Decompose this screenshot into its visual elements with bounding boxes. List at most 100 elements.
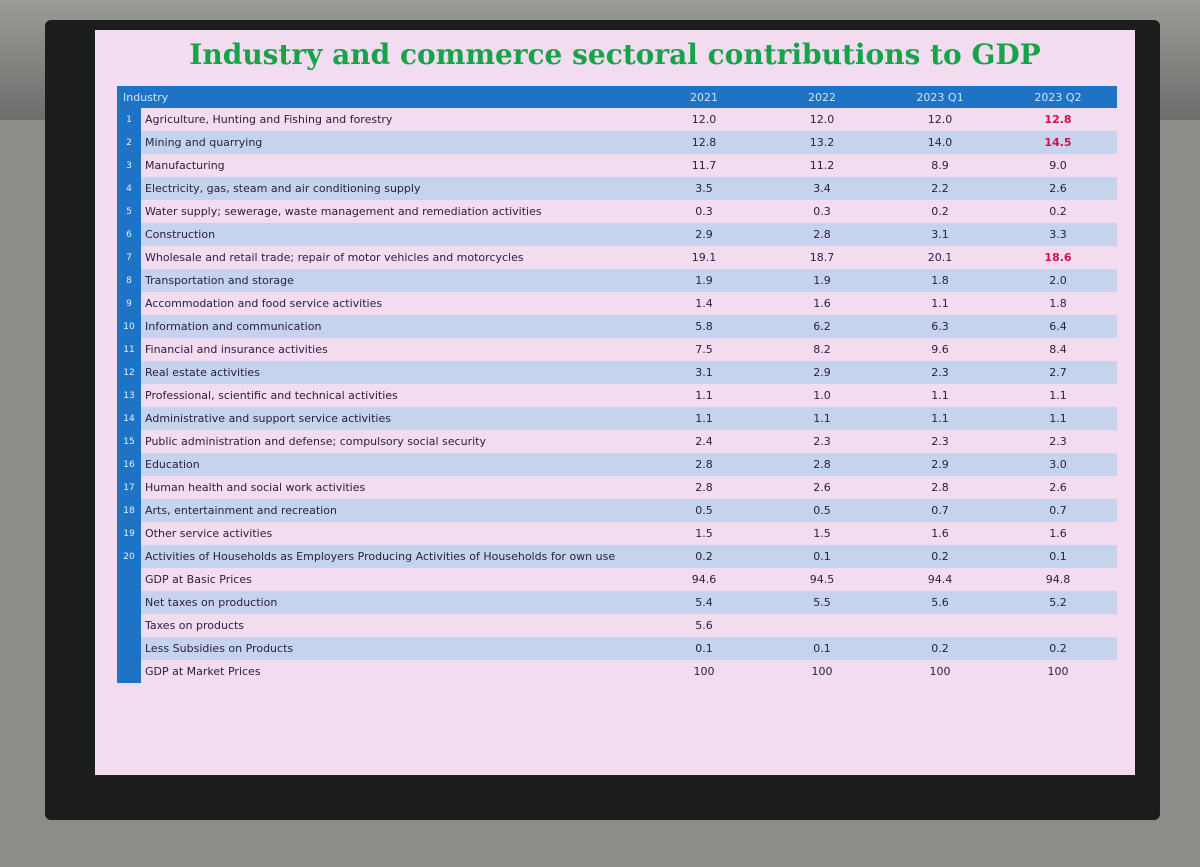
row-number: 14 (117, 407, 141, 430)
table-row: 8 Transportation and storage 1.9 1.9 1.8 2.0 (117, 269, 1117, 292)
row-number: 17 (117, 476, 141, 499)
value-cell: 2.6 (999, 177, 1117, 200)
value-cell: 100 (929, 665, 951, 678)
value-cell: 3.3 (999, 223, 1117, 246)
value-cell (881, 614, 999, 637)
value-cell: 2.8 (931, 481, 949, 494)
table-row: GDP at Market Prices 100 100 100 100 (117, 660, 1117, 683)
value-cell: 2.8 (763, 453, 881, 476)
row-number (117, 614, 141, 637)
value-cell: 1.1 (931, 297, 949, 310)
value-cell: 1.1 (881, 407, 999, 430)
row-number: 1 (117, 108, 141, 131)
row-number: 6 (117, 223, 141, 246)
value-cell: 0.5 (763, 499, 881, 522)
value-cell: 5.6 (881, 591, 999, 614)
row-number: 12 (117, 361, 141, 384)
table-row: GDP at Basic Prices 94.6 94.5 94.4 94.8 (117, 568, 1117, 591)
row-number: 19 (117, 522, 141, 545)
value-cell: 3.4 (763, 177, 881, 200)
table-row: 11 Financial and insurance activities 7.5 8… (117, 338, 1117, 361)
value-cell: 2.0 (999, 269, 1117, 292)
value-cell: 3.1 (881, 223, 999, 246)
row-label: Professional, scientific and technical a… (145, 389, 398, 402)
value-cell: 3.5 (645, 177, 763, 200)
table-row: 20 Activities of Households as Employers … (117, 545, 1117, 568)
row-label: Transportation and storage (141, 269, 645, 292)
value-cell: 3.0 (999, 453, 1117, 476)
value-cell: 8.4 (1049, 343, 1067, 356)
value-cell: 2.8 (695, 481, 713, 494)
row-number: 15 (117, 430, 141, 453)
value-cell: 100 (811, 665, 833, 678)
value-cell: 0.1 (999, 545, 1117, 568)
row-label: Real estate activities (141, 361, 645, 384)
value-cell: 94.4 (927, 573, 953, 586)
value-cell: 0.7 (999, 499, 1117, 522)
table-row: 7 Wholesale and retail trade; repair of m… (117, 246, 1117, 269)
value-cell (763, 614, 881, 637)
value-cell (999, 614, 1117, 637)
table-row: 2 Mining and quarrying 12.8 13.2 14.0 14.5 (117, 131, 1117, 154)
value-cell: 2.3 (931, 435, 949, 448)
row-label: Water supply; sewerage, waste management… (145, 205, 542, 218)
gdp-table: Industry 2021 2022 2023 Q1 2023 Q2 1 Agricult… (117, 86, 1117, 683)
column-header: 2023 Q2 (999, 86, 1117, 108)
table-row: 3 Manufacturing 11.7 11.2 8.9 9.0 (117, 154, 1117, 177)
row-number: 10 (117, 315, 141, 338)
value-cell: 1.1 (931, 389, 949, 402)
value-cell: 5.6 (695, 619, 713, 632)
value-cell: 1.1 (645, 407, 763, 430)
header-row: Industry 2021 2022 2023 Q1 2023 Q2 (117, 86, 1117, 108)
value-cell: 2.3 (813, 435, 831, 448)
row-number: 9 (117, 292, 141, 315)
value-cell: 6.4 (999, 315, 1117, 338)
value-cell: 11.7 (691, 159, 717, 172)
value-cell: 0.2 (881, 637, 999, 660)
value-cell: 0.1 (763, 545, 881, 568)
row-label: Other service activities (145, 527, 273, 540)
table-row: Taxes on products 5.6 (117, 614, 1117, 637)
value-cell: 1.6 (813, 297, 831, 310)
row-label: Accommodation and food service activitie… (145, 297, 383, 310)
value-cell: 100 (693, 665, 715, 678)
value-cell: 8.2 (813, 343, 831, 356)
value-cell: 19.1 (691, 251, 717, 264)
row-label: Public administration and defense; compu… (145, 435, 486, 448)
value-cell: 1.9 (763, 269, 881, 292)
value-cell: 1.9 (645, 269, 763, 292)
value-cell: 1.6 (1049, 527, 1067, 540)
row-number: 2 (117, 131, 141, 154)
value-cell: 2.9 (763, 361, 881, 384)
value-cell: 7.5 (695, 343, 713, 356)
table-row: 9 Accommodation and food service activiti… (117, 292, 1117, 315)
value-cell: 94.5 (809, 573, 835, 586)
row-number: 8 (117, 269, 141, 292)
table-row: 15 Public administration and defense; com… (117, 430, 1117, 453)
slide-title: Industry and commerce sectoral contribut… (189, 38, 1041, 71)
column-header: 2023 Q1 (881, 86, 999, 108)
table-row: 18 Arts, entertainment and recreation 0.5 0… (117, 499, 1117, 522)
row-number: 4 (117, 177, 141, 200)
value-cell: 9.6 (931, 343, 949, 356)
value-cell: 0.2 (1049, 205, 1067, 218)
value-cell: 1.1 (999, 407, 1117, 430)
value-cell: 0.3 (813, 205, 831, 218)
value-cell: 11.2 (809, 159, 835, 172)
value-cell: 1.1 (695, 389, 713, 402)
table-row: 1 Agriculture, Hunting and Fishing and fo… (117, 108, 1117, 131)
value-cell: 8.9 (931, 159, 949, 172)
row-label: Manufacturing (145, 159, 225, 172)
value-cell: 14.5 (999, 131, 1117, 154)
value-cell: 0.2 (999, 637, 1117, 660)
value-cell: 100 (1047, 665, 1069, 678)
row-label: Net taxes on production (141, 591, 645, 614)
value-cell: 5.8 (645, 315, 763, 338)
column-header: 2021 (645, 86, 763, 108)
row-number (117, 637, 141, 660)
row-number: 7 (117, 246, 141, 269)
table-row: 19 Other service activities 1.5 1.5 1.6 1.6 (117, 522, 1117, 545)
value-cell: 6.2 (763, 315, 881, 338)
row-number: 11 (117, 338, 141, 361)
